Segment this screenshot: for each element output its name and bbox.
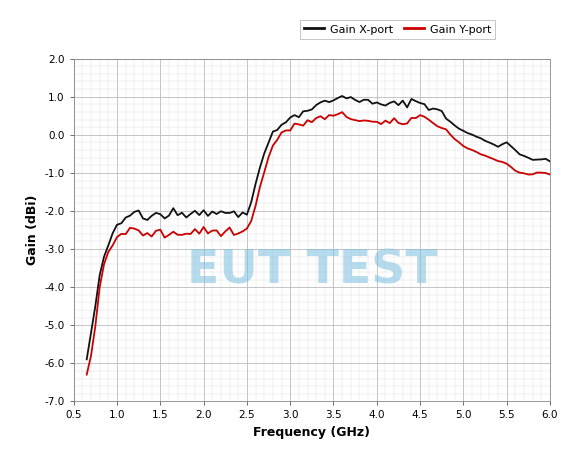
Legend: Gain X-port, Gain Y-port: Gain X-port, Gain Y-port <box>300 20 496 39</box>
Text: EUT TEST: EUT TEST <box>187 249 437 294</box>
X-axis label: Frequency (GHz): Frequency (GHz) <box>253 426 370 439</box>
Y-axis label: Gain (dBi): Gain (dBi) <box>26 195 39 265</box>
